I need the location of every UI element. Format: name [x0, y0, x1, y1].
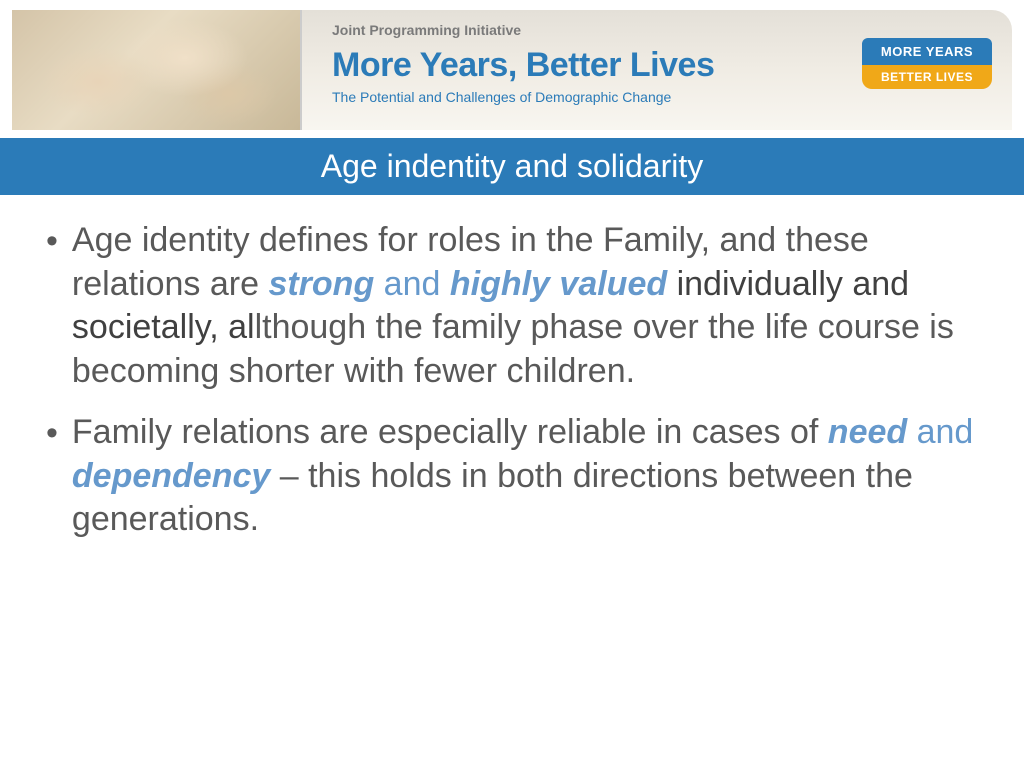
text-run: and	[907, 413, 973, 451]
emphasis: dependency	[72, 457, 270, 495]
slide-title: Age indentity and solidarity	[0, 138, 1024, 195]
text-run: and	[374, 265, 450, 303]
banner: Joint Programming Initiative More Years,…	[12, 10, 1012, 130]
banner-tagline: The Potential and Challenges of Demograp…	[332, 89, 1012, 105]
logo-bottom: BETTER LIVES	[862, 65, 992, 89]
bullet-marker: •	[46, 219, 58, 393]
bullet-text: Family relations are especially reliable…	[72, 411, 984, 542]
bullet-item: • Family relations are especially reliab…	[40, 411, 984, 542]
hands-graphic	[12, 10, 300, 130]
text-run: Family relations are especially reliable…	[72, 413, 828, 451]
banner-image	[12, 10, 302, 130]
emphasis: strong	[268, 265, 374, 303]
bullet-marker: •	[46, 411, 58, 542]
content-area: • Age identity defines for roles in the …	[0, 195, 1024, 542]
banner-subtitle: Joint Programming Initiative	[332, 22, 1012, 38]
bullet-text: Age identity defines for roles in the Fa…	[72, 219, 984, 393]
bullet-item: • Age identity defines for roles in the …	[40, 219, 984, 393]
banner-logo: MORE YEARS BETTER LIVES	[862, 38, 992, 89]
emphasis: highly valued	[450, 265, 667, 303]
logo-top: MORE YEARS	[862, 38, 992, 65]
emphasis: need	[828, 413, 907, 451]
